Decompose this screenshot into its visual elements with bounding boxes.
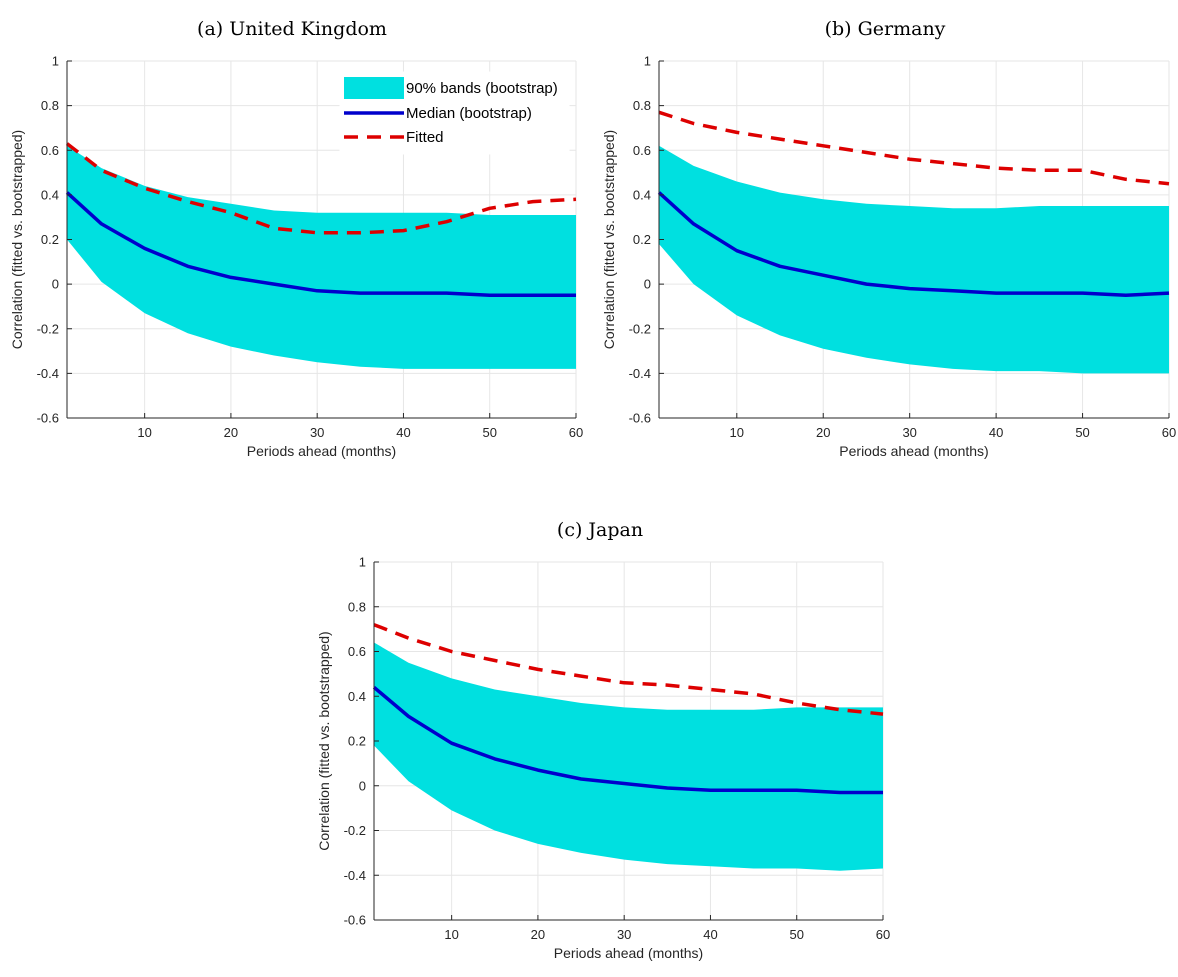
x-tick-label: 30 (310, 425, 324, 440)
legend-label: 90% bands (bootstrap) (406, 80, 558, 97)
y-tick-label: 0.6 (633, 143, 651, 158)
y-tick-label: 0.8 (348, 599, 366, 614)
y-tick-label: 0.4 (348, 689, 366, 704)
y-tick-label: 0.8 (41, 98, 59, 113)
confidence-band (374, 642, 883, 871)
fitted-line (65, 142, 577, 235)
chart-panel-3: (c) Japan 10 20 30 40 50 60 -0.6 -0.4 -0.2 0 0.2 0.4… (316, 519, 890, 961)
y-tick-label: 0.4 (633, 187, 651, 202)
y-tick-label: 0.8 (633, 98, 651, 113)
x-tick-label: 60 (876, 927, 890, 942)
y-tick-label: -0.2 (629, 321, 651, 336)
y-axis-label: Correlation (fitted vs. bootstrapped) (316, 631, 332, 850)
y-tick-label: -0.6 (629, 411, 651, 426)
fitted-line (658, 110, 1170, 186)
x-tick-label: 10 (730, 425, 744, 440)
x-tick-label: 10 (137, 425, 151, 440)
x-axis-label: Periods ahead (months) (554, 945, 703, 961)
chart-panel-2: (b) Germany 10 20 30 40 50 60 -0.6 -0.4 -0.2 0 0.2 0… (601, 18, 1176, 459)
panel-title: (a) United Kingdom (197, 18, 387, 40)
y-tick-label: 1 (359, 555, 366, 570)
x-tick-label: 20 (816, 425, 830, 440)
x-tick-label: 40 (989, 425, 1003, 440)
y-tick-label: 0 (52, 277, 59, 292)
x-tick-label: 20 (531, 927, 545, 942)
x-tick-label: 20 (224, 425, 238, 440)
y-tick-label: -0.2 (37, 321, 59, 336)
legend-label: Median (bootstrap) (406, 105, 532, 122)
y-tick-label: -0.6 (344, 913, 366, 928)
median-line (657, 191, 1170, 298)
legend-label: Fitted (406, 129, 444, 146)
panel-title: (c) Japan (557, 519, 643, 541)
x-tick-label: 50 (789, 927, 803, 942)
x-tick-label: 10 (444, 927, 458, 942)
y-tick-label: 0.6 (348, 644, 366, 659)
y-tick-label: 0.2 (633, 232, 651, 247)
median-line (372, 685, 883, 795)
y-tick-label: 1 (52, 54, 59, 69)
y-tick-label: 0.2 (41, 232, 59, 247)
y-tick-label: 0 (644, 277, 651, 292)
x-axis-label: Periods ahead (months) (247, 443, 396, 459)
y-tick-label: 0.2 (348, 734, 366, 749)
median-line (65, 191, 576, 298)
x-tick-label: 30 (902, 425, 916, 440)
panel-title: (b) Germany (825, 18, 946, 40)
y-axis-label: Correlation (fitted vs. bootstrapped) (601, 130, 617, 349)
x-tick-label: 50 (1075, 425, 1089, 440)
y-tick-label: -0.4 (344, 868, 366, 883)
fitted-line (373, 623, 884, 716)
y-axis-label: Correlation (fitted vs. bootstrapped) (9, 130, 25, 349)
x-tick-label: 60 (1162, 425, 1176, 440)
x-tick-label: 30 (617, 927, 631, 942)
y-tick-label: -0.6 (37, 411, 59, 426)
y-tick-label: -0.4 (37, 366, 59, 381)
x-axis-label: Periods ahead (months) (839, 443, 988, 459)
x-tick-label: 40 (396, 425, 410, 440)
x-tick-label: 60 (569, 425, 583, 440)
y-tick-label: -0.2 (344, 823, 366, 838)
legend: 90% bands (bootstrap) Median (bootstrap) F… (339, 71, 570, 155)
confidence-band (659, 145, 1169, 374)
y-tick-label: 0.4 (41, 187, 59, 202)
y-tick-label: 0.6 (41, 143, 59, 158)
y-tick-label: -0.4 (629, 366, 651, 381)
x-tick-label: 40 (703, 927, 717, 942)
y-tick-label: 1 (644, 54, 651, 69)
x-tick-label: 50 (482, 425, 496, 440)
y-tick-label: 0 (359, 778, 366, 793)
legend-swatch-band (344, 77, 404, 99)
